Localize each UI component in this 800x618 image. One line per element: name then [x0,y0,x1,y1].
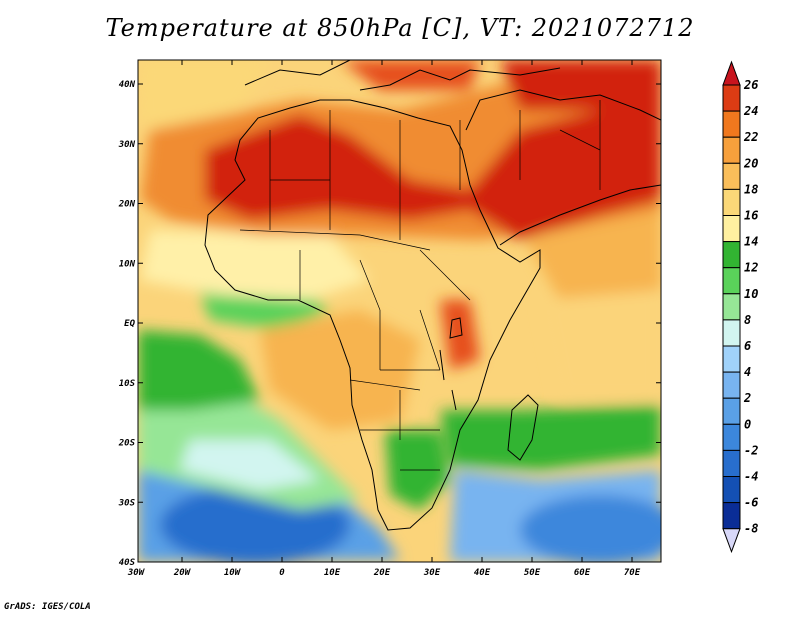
colorbar-box-6 [722,241,741,269]
field-green-indian [440,405,661,470]
colorbar-label-12: 2 [743,391,751,405]
colorbar-label-2: 22 [743,130,758,144]
colorbar-box-1 [722,110,741,138]
colorbar-box-15 [722,476,741,504]
great-lakes [439,317,463,411]
field-green-atlantic [138,330,260,410]
arabia-coastline [465,89,661,246]
colorbar-label-7: 12 [744,261,758,275]
lon-label-0: 30W [127,568,146,578]
field-east-indian [540,290,661,400]
colorbar-label-16: -6 [744,496,758,510]
lat-label-1: 30N [118,140,136,150]
madagascar-coastline [507,394,539,461]
colorbar-box-11 [722,371,741,399]
lon-label-2: 10W [224,568,242,578]
colorbar-label-4: 18 [744,182,758,196]
colorbar-label-11: 4 [744,365,751,379]
colorbar-top-arrow [722,60,741,86]
chart-title: Temperature at 850hPa [C], VT: 202107271… [105,14,695,42]
lat-label-4: EQ [124,319,135,329]
lat-label-8: 40S [119,558,136,568]
colorbar-label-6: 14 [744,235,758,249]
lat-label-7: 30S [118,498,136,508]
lon-label-1: 20W [173,568,192,578]
map-frame [137,59,662,563]
colorbar-box-13 [722,423,741,451]
lat-label-3: 10N [119,259,136,269]
field-cream-westafrica [140,230,370,300]
colorbar-label-15: -4 [744,470,758,484]
colorbar-label-8: 10 [744,287,758,301]
colorbar-box-7 [722,267,741,295]
coastlines-and-borders [204,60,661,531]
lon-label-9: 60E [574,568,591,578]
colorbar-label-5: 16 [744,209,758,223]
colorbar-box-5 [722,215,741,243]
lat-label-6: 20S [118,439,136,449]
colorbar-label-0: 26 [743,78,758,92]
colorbar-box-14 [722,449,741,477]
field-cream-arabian [520,210,661,300]
lon-label-8: 50E [524,568,541,578]
field-deep-cold-east [520,495,661,562]
colorbar-box-9 [722,319,741,347]
colorbar-bottom-arrow [722,528,741,554]
colorbar-box-8 [722,293,741,321]
colorbar-label-14: -2 [744,443,758,457]
colorbar-box-3 [722,162,741,190]
temperature-field [138,60,661,562]
field-cream-ocean-ne [138,60,270,130]
field-cool-cyan [180,440,320,490]
credit-label: GrADS: IGES/COLA [4,602,91,612]
lon-label-3: 0 [279,568,285,578]
colorbar-label-3: 20 [743,156,758,170]
colorbar-label-17: -8 [744,522,758,536]
lat-label-2: 20N [118,200,136,210]
colorbar-label-13: 0 [744,417,751,431]
colorbar-box-16 [722,502,741,530]
country-borders [239,100,601,471]
field-red-northeast [500,60,661,110]
colorbar-label-10: 6 [744,339,751,353]
lon-label-10: 70E [624,568,641,578]
lon-label-6: 30E [423,568,441,578]
lon-label-4: 10E [324,568,341,578]
lon-label-5: 20E [373,568,391,578]
colorbar-box-0 [722,84,741,112]
africa-coastline [204,99,541,531]
colorbar-label-9: 8 [744,313,751,327]
field-red-sahara [205,95,661,240]
colorbar-box-10 [722,345,741,373]
europe-coastline [244,60,561,91]
colorbar-box-4 [722,188,741,216]
colorbar-box-12 [722,397,741,425]
lat-label-0: 40N [119,80,136,90]
colorbar-box-2 [722,136,741,164]
lat-label-5: 10S [119,379,136,389]
lon-label-7: 40E [474,568,491,578]
colorbar-label-1: 24 [743,104,758,118]
